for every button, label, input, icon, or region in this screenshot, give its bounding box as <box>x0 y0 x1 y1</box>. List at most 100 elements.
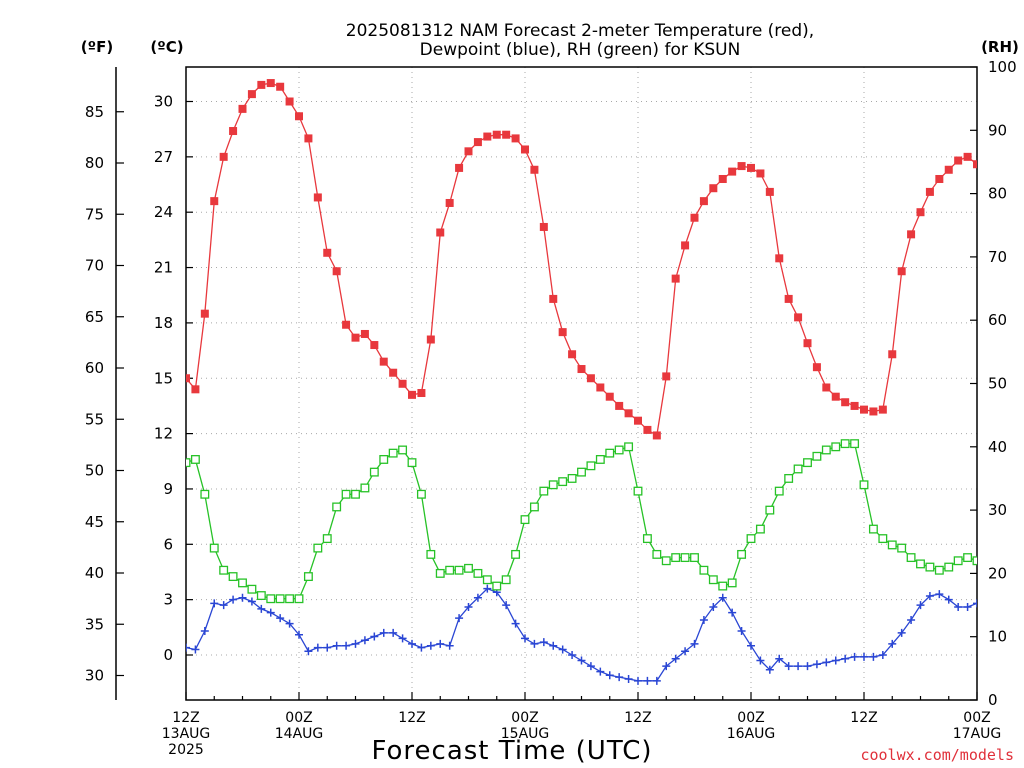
rh-point <box>746 534 756 544</box>
dewpoint-point <box>586 662 595 671</box>
celsius-tick-label: 6 <box>163 535 173 553</box>
dewpoint-point <box>643 676 652 685</box>
dewpoint-point <box>200 627 209 636</box>
rh-point <box>718 581 728 591</box>
rh-point <box>379 455 389 464</box>
rh-tick-label: 80 <box>988 185 1007 203</box>
fahrenheit-tick-label: 80 <box>85 154 104 172</box>
fahrenheit-tick-label: 40 <box>85 564 104 582</box>
temperature-point <box>775 254 784 263</box>
dewpoint-point <box>775 654 784 663</box>
rh-point <box>332 502 342 512</box>
rh-tick-label: 30 <box>988 501 1007 519</box>
rh-point <box>803 458 812 468</box>
rh-point <box>680 553 690 563</box>
fahrenheit-tick-label: 30 <box>85 667 104 685</box>
temperature-point <box>671 274 680 283</box>
dewpoint-point <box>568 651 577 659</box>
rh-point <box>595 455 605 464</box>
temperature-point <box>662 372 671 381</box>
dewpoint-point <box>379 628 388 637</box>
dewpoint-point <box>436 639 445 648</box>
rh-point <box>784 473 794 483</box>
rh-point <box>934 565 944 575</box>
dewpoint-point <box>577 656 586 665</box>
temperature-point <box>784 294 793 303</box>
axes: 30 35 40 45 50 55 60 65 70 75 80 85 0 3 6 9 12 15 18 21 24 27… <box>85 58 1017 758</box>
fahrenheit-tick-label: 35 <box>85 615 104 633</box>
rh-point <box>313 543 323 553</box>
rh-point <box>275 594 285 604</box>
dewpoint-point <box>756 656 765 665</box>
dewpoint-point <box>323 643 332 652</box>
rh-point <box>360 483 370 493</box>
temperature-point <box>916 208 925 217</box>
dewpoint-point <box>511 619 520 628</box>
rh-tick-label: 0 <box>988 691 998 709</box>
celsius-tick-label: 27 <box>154 148 173 166</box>
dewpoint-point <box>963 603 972 612</box>
x-tick-label: 16AUG <box>727 726 776 742</box>
rh-point <box>303 572 313 582</box>
temperature-point <box>492 130 501 139</box>
source-credit: coolwx.com/models <box>860 746 1014 764</box>
rh-point <box>492 581 502 591</box>
dewpoint-point <box>925 591 934 600</box>
rh-point <box>190 455 200 464</box>
dewpoint-point <box>728 608 737 617</box>
data-series <box>186 79 977 685</box>
x-tick-label: 12Z <box>398 710 425 726</box>
dewpoint-point <box>690 639 699 648</box>
dewpoint-point <box>558 645 567 654</box>
dewpoint-point <box>455 614 464 623</box>
rh-point <box>755 524 765 534</box>
dewpoint-point <box>860 652 868 661</box>
dewpoint-point <box>398 634 407 643</box>
temperature-point <box>238 104 247 113</box>
dewpoint-point <box>671 654 680 663</box>
temperature-point <box>831 392 840 401</box>
x-tick-label: 15AUG <box>501 726 550 742</box>
temperature-point <box>426 335 435 344</box>
temperature-point <box>483 132 492 141</box>
dewpoint-point <box>765 665 774 674</box>
chart-title-line1: 2025081312 NAM Forecast 2-meter Temperat… <box>346 21 814 41</box>
temperature-point <box>502 130 511 139</box>
fahrenheit-tick-label: 85 <box>85 103 104 121</box>
dewpoint-point <box>615 673 624 682</box>
fahrenheit-tick-label: 45 <box>85 513 104 531</box>
temperature-point <box>266 79 275 88</box>
dewpoint-point <box>596 667 605 676</box>
dewpoint-line <box>186 587 977 682</box>
temperature-point <box>408 390 416 399</box>
rh-point <box>765 505 775 515</box>
temperature-point <box>436 228 445 237</box>
dewpoint-point <box>907 615 916 624</box>
rh-point <box>247 584 257 594</box>
rh-point <box>200 489 210 499</box>
rh-point <box>708 575 718 585</box>
rh-point <box>529 502 539 512</box>
celsius-tick-label: 12 <box>154 425 173 443</box>
rh-point <box>228 572 238 582</box>
temperature-point <box>210 197 219 206</box>
dewpoint-point <box>794 662 803 671</box>
dewpoint-point <box>332 641 341 650</box>
temperature-point <box>596 383 605 392</box>
dewpoint-point <box>747 641 755 650</box>
rh-point <box>285 594 295 604</box>
celsius-tick-label: 21 <box>154 259 173 277</box>
dewpoint-point <box>831 656 840 665</box>
rh-point <box>388 448 398 458</box>
temperature-point <box>511 134 520 143</box>
temperature-point <box>907 230 916 239</box>
temperature-point <box>963 152 972 161</box>
rh-point <box>435 568 445 578</box>
rh-point <box>511 549 521 559</box>
temperature-point <box>558 328 567 337</box>
temperature-point <box>709 184 718 193</box>
temperature-point <box>521 145 529 154</box>
rh-point <box>661 556 671 566</box>
rh-point <box>953 556 963 566</box>
x-axis-label: Forecast Time (UTC) <box>371 736 652 766</box>
